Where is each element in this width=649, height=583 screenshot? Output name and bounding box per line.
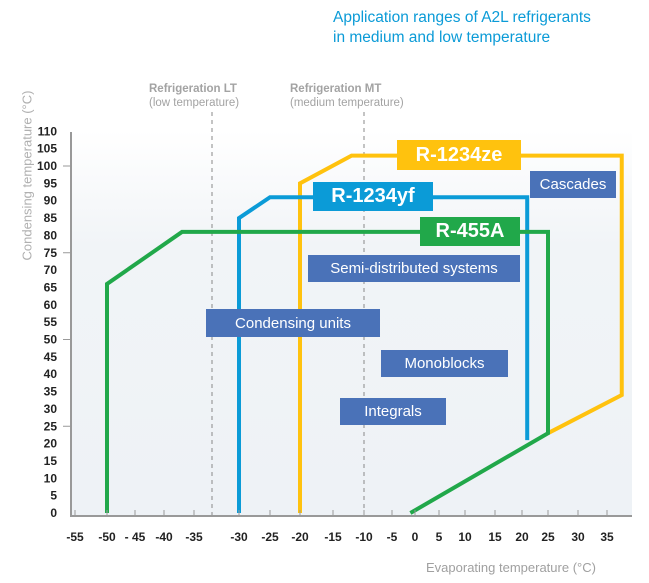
y-tick-label: 95 [44,176,58,190]
x-tick-label: 20 [515,530,529,544]
y-tick-label: 60 [44,298,58,312]
label-r1234yf: R-1234yf [313,182,433,211]
y-tick-label: 70 [44,263,58,277]
x-tick-label: -15 [324,530,342,544]
region-label-mt: Refrigeration MT (medium temperature) [290,82,404,110]
y-tick-label: 110 [38,124,58,138]
y-tick-label: 85 [44,211,58,225]
chart-title: Application ranges of A2L refrigerants i… [333,8,591,48]
x-tick-label: -20 [291,530,309,544]
x-axis-label: Evaporating temperature (°C) [426,560,596,575]
region-lt-title: Refrigeration LT [149,83,237,95]
app-condensing-units: Condensing units [206,309,380,337]
title-line-1: Application ranges of A2L refrigerants [333,9,591,26]
app-cascades: Cascades [530,171,616,198]
app-semi-distributed: Semi-distributed systems [308,255,520,282]
x-tick-label: -25 [261,530,279,544]
app-monoblocks: Monoblocks [381,350,508,377]
y-tick-label: 30 [44,402,58,416]
y-tick-label: 10 [44,471,58,485]
y-tick-label: 0 [50,506,57,520]
x-tick-label: -40 [155,530,173,544]
y-tick-label: 55 [44,315,58,329]
x-tick-label: -5 [387,530,398,544]
y-tick-label: 40 [44,367,58,381]
y-tick-label: 35 [44,385,58,399]
region-lt-sub: (low temperature) [149,97,240,109]
region-label-lt: Refrigeration LT (low temperature) [149,82,239,110]
x-tick-label: -10 [355,530,373,544]
label-r455a: R-455A [420,217,520,246]
y-tick-label: 75 [44,246,58,260]
y-tick-label: 100 [37,159,57,173]
title-line-2: in medium and low temperature [333,29,551,46]
y-tick-label: 5 [50,489,57,503]
x-tick-label: 0 [412,530,419,544]
x-tick-label: 5 [436,530,443,544]
y-tick-label: 50 [44,333,58,347]
y-tick-label: 45 [44,350,58,364]
x-tick-label: - 45 [125,530,146,544]
app-integrals: Integrals [340,398,446,425]
x-tick-label: -35 [185,530,203,544]
x-tick-label: 10 [458,530,472,544]
y-tick-label: 15 [44,454,58,468]
x-tick-label: -50 [98,530,116,544]
x-tick-label: -55 [66,530,84,544]
region-mt-title: Refrigeration MT [290,83,382,95]
x-tick-label: 35 [600,530,614,544]
y-tick-label: 80 [44,228,58,242]
x-tick-label: 30 [571,530,585,544]
x-tick-label: 25 [541,530,555,544]
y-tick-label: 65 [44,280,58,294]
y-tick-label: 25 [44,419,58,433]
x-tick-label: -30 [230,530,248,544]
label-r1234ze: R-1234ze [397,140,521,170]
region-mt-sub: (medium temperature) [290,97,404,109]
y-tick-label: 20 [44,437,58,451]
series-line-r-455a [105,229,550,515]
y-tick-label: 105 [37,142,57,156]
y-tick-label: 90 [44,194,58,208]
x-tick-label: 15 [488,530,502,544]
